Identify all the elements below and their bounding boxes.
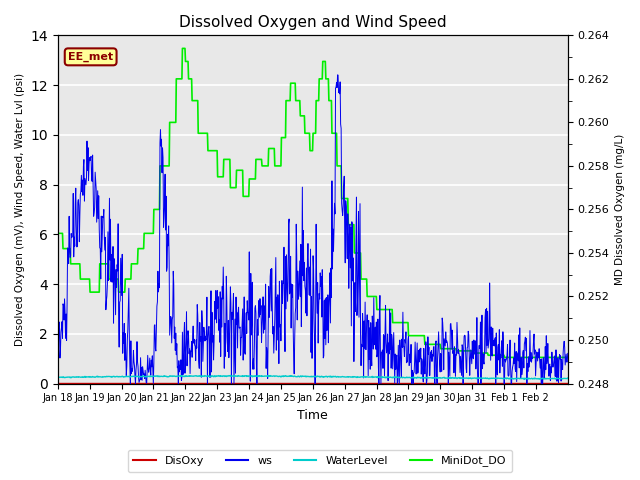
Text: EE_met: EE_met bbox=[68, 52, 113, 62]
Y-axis label: Dissolved Oxygen (mV), Wind Speed, Water Lvl (psi): Dissolved Oxygen (mV), Wind Speed, Water… bbox=[15, 73, 25, 346]
Legend: DisOxy, ws, WaterLevel, MiniDot_DO: DisOxy, ws, WaterLevel, MiniDot_DO bbox=[128, 450, 512, 472]
Title: Dissolved Oxygen and Wind Speed: Dissolved Oxygen and Wind Speed bbox=[179, 15, 447, 30]
X-axis label: Time: Time bbox=[298, 409, 328, 422]
Y-axis label: MD Dissolved Oxygen (mg/L): MD Dissolved Oxygen (mg/L) bbox=[615, 134, 625, 285]
